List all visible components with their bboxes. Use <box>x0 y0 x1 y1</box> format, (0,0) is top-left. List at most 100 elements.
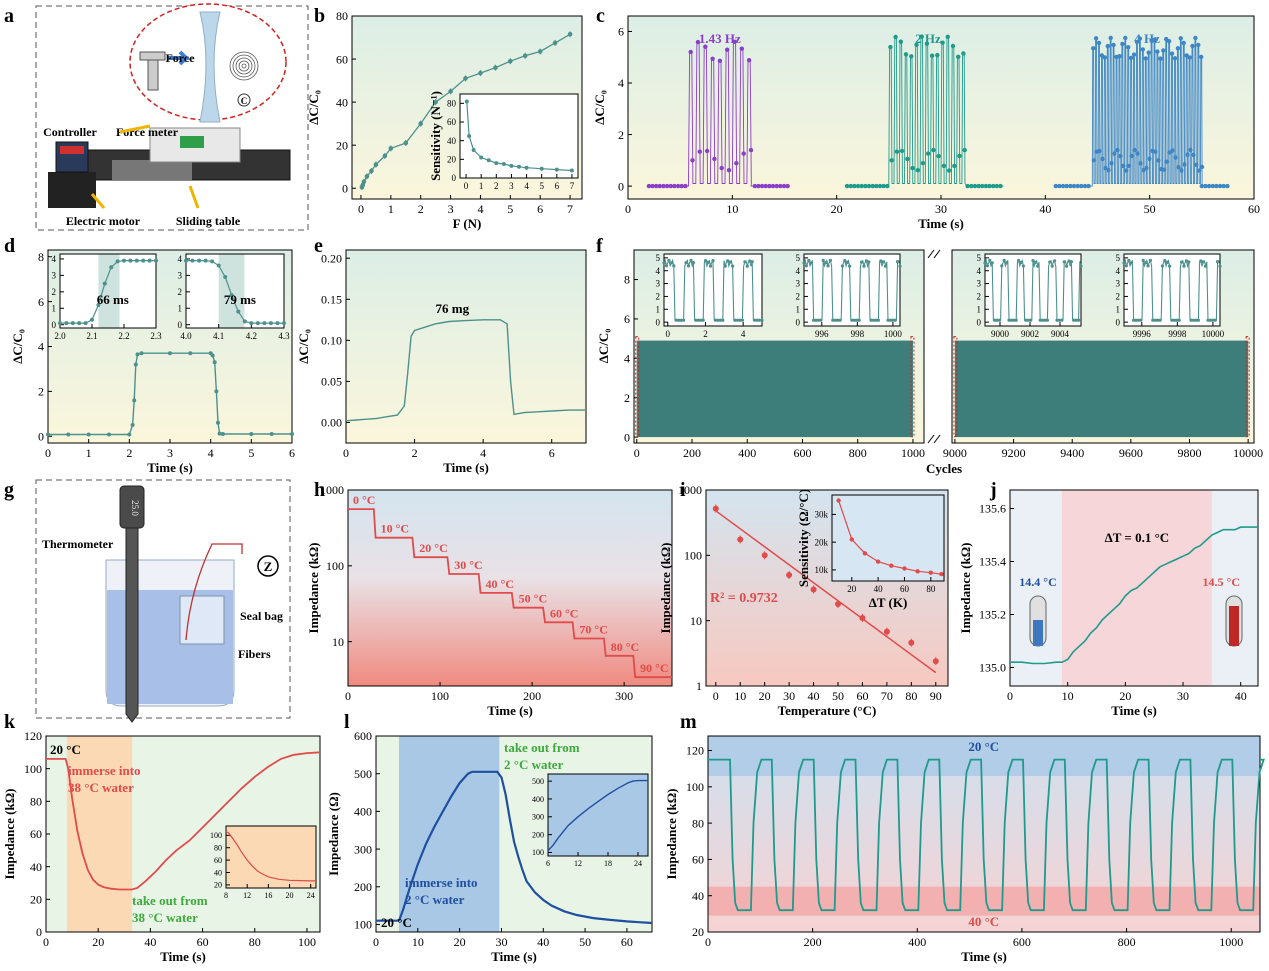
data-point <box>1126 45 1131 50</box>
data-point <box>216 263 221 268</box>
data-point <box>679 183 684 189</box>
data-point <box>1097 148 1102 154</box>
plot-frame <box>1009 489 1259 687</box>
y-tick-label: 6 <box>38 295 44 309</box>
inset-background <box>548 774 648 856</box>
y-tick-label: 60 <box>447 117 457 127</box>
z-symbol-label: Z <box>264 559 273 574</box>
data-point <box>1199 183 1205 189</box>
membrane-icon <box>199 11 221 123</box>
data-point <box>1123 35 1128 41</box>
data-point <box>761 552 768 559</box>
x-tick-label: 0 <box>43 935 49 949</box>
data-point <box>821 258 825 262</box>
x-tick-label: 30 <box>1177 689 1189 703</box>
y-tick-label: 0.10 <box>321 334 342 348</box>
data-point <box>1069 260 1073 264</box>
seal-bag-icon <box>179 595 225 645</box>
data-point <box>109 265 114 270</box>
data-point <box>855 183 861 189</box>
data-point <box>852 318 857 322</box>
data-point <box>952 163 957 169</box>
y-tick-label: 8 <box>38 250 44 264</box>
immersion-band <box>399 736 500 932</box>
y-axis-label: Sensitivity (Ω/°C) <box>796 489 811 587</box>
data-point <box>877 183 883 189</box>
data-point <box>1118 153 1123 159</box>
immerse-label: immerse into <box>405 875 478 890</box>
data-point <box>184 258 188 263</box>
y-tick-label: 135.2 <box>979 608 1006 622</box>
x-tick-label: 400 <box>738 446 756 460</box>
y-tick-label: 100 <box>686 780 704 794</box>
data-point <box>46 432 50 437</box>
y-axis-label: ΔC/C₀ <box>596 329 611 364</box>
temperature-step-label: 20 °C <box>419 541 447 555</box>
y-tick-label: 10 <box>690 614 702 628</box>
data-point <box>855 318 859 322</box>
data-point <box>691 261 696 265</box>
x-tick-label: 1000 <box>1219 935 1243 949</box>
data-point <box>778 183 783 189</box>
coil-icon <box>235 57 253 75</box>
y-tick-label: 3 <box>1116 279 1121 289</box>
plot-frame <box>347 489 673 687</box>
y-axis-label: ΔC/C₀ <box>296 329 311 364</box>
data-point <box>1170 148 1176 153</box>
panel-g-schematic: Z 25.0 Thermometer Seal bag Fibers <box>35 479 291 723</box>
data-point <box>1129 261 1133 265</box>
data-point <box>985 264 990 268</box>
panel-h: 0 100 200 300 10 100 1000 Time (s) Impedance (kΩ… <box>306 483 673 718</box>
data-point <box>881 183 886 189</box>
data-point <box>902 566 907 571</box>
force-arrow-icon <box>168 50 191 66</box>
takeout-label-2: 2 °C water <box>504 757 564 772</box>
data-point <box>1165 260 1169 264</box>
data-point <box>214 389 219 394</box>
callout-arrows <box>90 124 200 209</box>
data-point <box>1193 35 1198 41</box>
x-tick-label: 60 <box>900 584 910 594</box>
x-tick-label: 998 <box>851 329 865 339</box>
data-point <box>1033 260 1037 264</box>
data-point <box>672 183 677 189</box>
data-point <box>1213 318 1217 322</box>
panel-label: f <box>596 235 603 257</box>
data-point <box>1178 36 1184 41</box>
y-tick-label: 2 <box>178 287 183 297</box>
data-point <box>972 183 978 189</box>
data-point <box>1012 318 1016 322</box>
data-point <box>674 318 678 322</box>
data-point <box>236 309 241 314</box>
x-tick-label: 0 <box>358 202 364 216</box>
data-point <box>268 321 273 326</box>
data-point <box>1175 46 1181 51</box>
data-point <box>862 551 868 556</box>
data-point <box>661 183 666 189</box>
panel-l: 0 10 20 30 40 50 60 100 200 300 400 500 600 Time (s) I… <box>326 729 653 964</box>
panel-label: d <box>4 235 15 257</box>
data-point <box>1192 318 1196 322</box>
x-tick-label: 1000 <box>884 329 903 339</box>
data-point <box>688 49 693 55</box>
x-tick-label: 18 <box>604 859 612 868</box>
y-axis-label: Impedance (Ω) <box>326 792 341 876</box>
y-tick-label: 135.0 <box>979 661 1006 675</box>
takeout-label: take out from <box>132 893 208 908</box>
data-point <box>867 260 871 264</box>
inset-background <box>226 826 316 888</box>
x-tick-label: 24 <box>307 891 315 900</box>
data-point <box>962 147 967 153</box>
data-point <box>1203 183 1208 189</box>
zoom-marker-left <box>953 336 958 438</box>
data-point <box>1062 260 1066 264</box>
data-point <box>107 432 111 437</box>
x-tick-label: 50 <box>832 689 844 703</box>
data-point <box>1148 258 1152 262</box>
data-point <box>931 147 936 153</box>
data-point <box>212 360 217 365</box>
coil-icon <box>238 60 250 72</box>
x-tick-label: 3 <box>448 202 454 216</box>
data-point <box>364 174 370 179</box>
